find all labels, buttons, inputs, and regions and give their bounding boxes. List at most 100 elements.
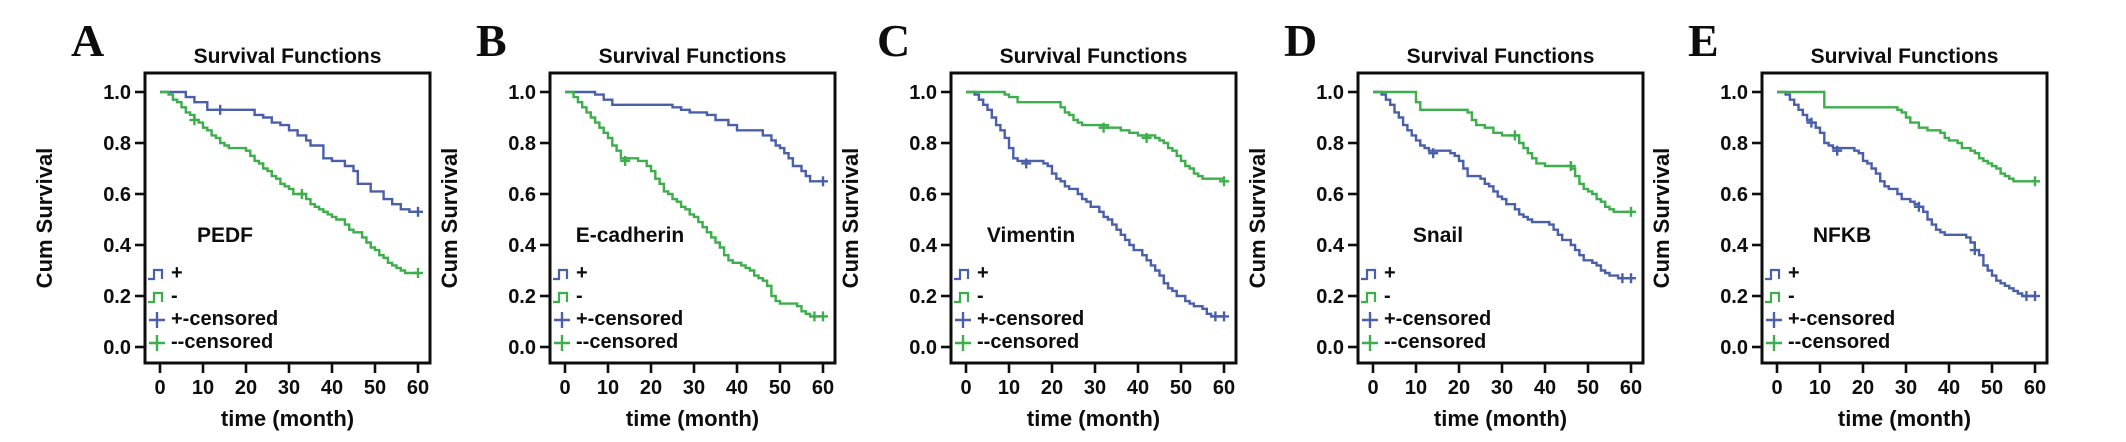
svg-text:0.4: 0.4 <box>909 235 938 257</box>
km-plot: 0.0 0.2 0.4 0.6 0.8 1.0 0 10 20 30 40 50 60 <box>1720 71 2049 399</box>
svg-text:10: 10 <box>998 377 1020 399</box>
step-line-swatch-icon <box>1361 291 1377 303</box>
y-axis-label: Cum Survival <box>1649 147 1674 289</box>
svg-text:40: 40 <box>321 377 343 399</box>
legend-label: + <box>1788 262 1800 284</box>
svg-text:0.6: 0.6 <box>508 184 536 206</box>
legend-item-negative-censored: --censored <box>552 331 683 354</box>
legend-label: +-censored <box>977 308 1085 330</box>
svg-text:0.0: 0.0 <box>1720 337 1748 359</box>
svg-text:30: 30 <box>1084 377 1106 399</box>
svg-text:0: 0 <box>154 377 165 399</box>
svg-text:1.0: 1.0 <box>1720 82 1748 104</box>
svg-text:60: 60 <box>1213 377 1235 399</box>
svg-text:20: 20 <box>235 377 257 399</box>
svg-text:60: 60 <box>812 377 834 399</box>
km-plot: 0.0 0.2 0.4 0.6 0.8 1.0 0 10 20 30 40 50 60 <box>103 71 432 399</box>
legend-item-positive: + <box>953 262 1084 285</box>
legend-item-positive: + <box>1764 262 1895 285</box>
svg-text:0: 0 <box>1771 377 1782 399</box>
svg-text:0.4: 0.4 <box>1316 235 1345 257</box>
legend-item-negative: - <box>1764 285 1895 308</box>
legend-item-positive-censored: +-censored <box>1764 308 1895 331</box>
panel-letter: D <box>1284 15 1318 66</box>
legend-item-positive: + <box>147 262 278 285</box>
legend-label: - <box>977 285 984 307</box>
legend-item-negative: - <box>953 285 1084 308</box>
figure-a: A Survival Functions Cum Survival 0.0 0.2… <box>32 0 435 442</box>
gene-label: Snail <box>1412 224 1464 247</box>
legend-item-negative: - <box>147 285 278 308</box>
legend-item-positive-censored: +-censored <box>147 308 278 331</box>
svg-text:0.8: 0.8 <box>508 133 536 155</box>
km-plot: 0.0 0.2 0.4 0.6 0.8 1.0 0 10 20 30 40 50 60 <box>1316 71 1645 399</box>
svg-text:1.0: 1.0 <box>909 82 937 104</box>
legend-item-negative: - <box>552 285 683 308</box>
legend-item-negative-censored: --censored <box>953 331 1084 354</box>
panel-c: C Survival Functions Cum Survival 0.0 0.2… <box>838 0 1275 442</box>
svg-text:10: 10 <box>1405 377 1427 399</box>
figure-c: C Survival Functions Cum Survival 0.0 0.2… <box>838 0 1241 442</box>
legend-label: +-censored <box>1384 308 1492 330</box>
svg-text:50: 50 <box>364 377 386 399</box>
chart-title: Survival Functions <box>598 45 787 68</box>
legend-label: --censored <box>977 331 1080 353</box>
legend-label: + <box>1384 262 1396 284</box>
plus-mark-swatch-icon <box>1766 334 1782 351</box>
svg-text:40: 40 <box>1534 377 1556 399</box>
svg-text:0.4: 0.4 <box>103 235 132 257</box>
chart-title: Survival Functions <box>1406 45 1595 68</box>
step-line-swatch-icon <box>954 291 970 303</box>
svg-text:0.2: 0.2 <box>1720 286 1748 308</box>
legend: + - +-censored --censored <box>552 262 683 354</box>
legend-item-positive-censored: +-censored <box>1360 308 1491 331</box>
plus-mark-swatch-icon <box>1362 311 1378 328</box>
svg-text:0.6: 0.6 <box>1720 184 1748 206</box>
svg-text:0.2: 0.2 <box>909 286 937 308</box>
svg-text:0: 0 <box>559 377 570 399</box>
svg-text:40: 40 <box>1127 377 1149 399</box>
legend-label: --censored <box>1788 331 1891 353</box>
legend-label: + <box>171 262 183 284</box>
legend-item-negative-censored: --censored <box>1360 331 1491 354</box>
svg-text:10: 10 <box>1809 377 1831 399</box>
svg-text:0.4: 0.4 <box>1720 235 1749 257</box>
svg-text:0.2: 0.2 <box>1316 286 1344 308</box>
svg-text:40: 40 <box>1938 377 1960 399</box>
svg-text:0: 0 <box>1367 377 1378 399</box>
step-line-swatch-icon <box>148 291 164 303</box>
figure-d: D Survival Functions Cum Survival 0.0 0.2… <box>1245 0 1648 442</box>
legend-label: +-censored <box>171 308 279 330</box>
gene-label: NFKB <box>1812 224 1872 247</box>
x-axis-label: time (month) <box>625 406 760 431</box>
legend-label: +-censored <box>576 308 684 330</box>
legend-label: - <box>576 285 583 307</box>
svg-text:50: 50 <box>1981 377 2003 399</box>
svg-text:30: 30 <box>683 377 705 399</box>
legend-label: - <box>171 285 178 307</box>
panel-letter: C <box>877 15 911 66</box>
km-plot: 0.0 0.2 0.4 0.6 0.8 1.0 0 10 20 30 40 50 60 <box>909 71 1238 399</box>
svg-text:0.4: 0.4 <box>508 235 537 257</box>
panel-e: E Survival Functions Cum Survival 0.0 0.2… <box>1649 0 2126 442</box>
legend-label: + <box>576 262 588 284</box>
svg-text:60: 60 <box>2024 377 2046 399</box>
svg-text:60: 60 <box>407 377 429 399</box>
svg-text:0.2: 0.2 <box>508 286 536 308</box>
panel-letter: A <box>71 15 105 66</box>
x-axis-label: time (month) <box>1433 406 1568 431</box>
svg-text:0.8: 0.8 <box>1720 133 1748 155</box>
svg-text:50: 50 <box>1577 377 1599 399</box>
legend-item-positive: + <box>1360 262 1491 285</box>
svg-text:40: 40 <box>726 377 748 399</box>
svg-text:20: 20 <box>1448 377 1470 399</box>
panel-d: D Survival Functions Cum Survival 0.0 0.2… <box>1245 0 1701 442</box>
legend-item-positive: + <box>552 262 683 285</box>
svg-text:20: 20 <box>1852 377 1874 399</box>
svg-text:0.2: 0.2 <box>103 286 131 308</box>
plus-mark-swatch-icon <box>554 311 570 328</box>
legend: + - +-censored --censored <box>1360 262 1491 354</box>
step-line-swatch-icon <box>553 268 569 280</box>
plus-mark-swatch-icon <box>1362 334 1378 351</box>
